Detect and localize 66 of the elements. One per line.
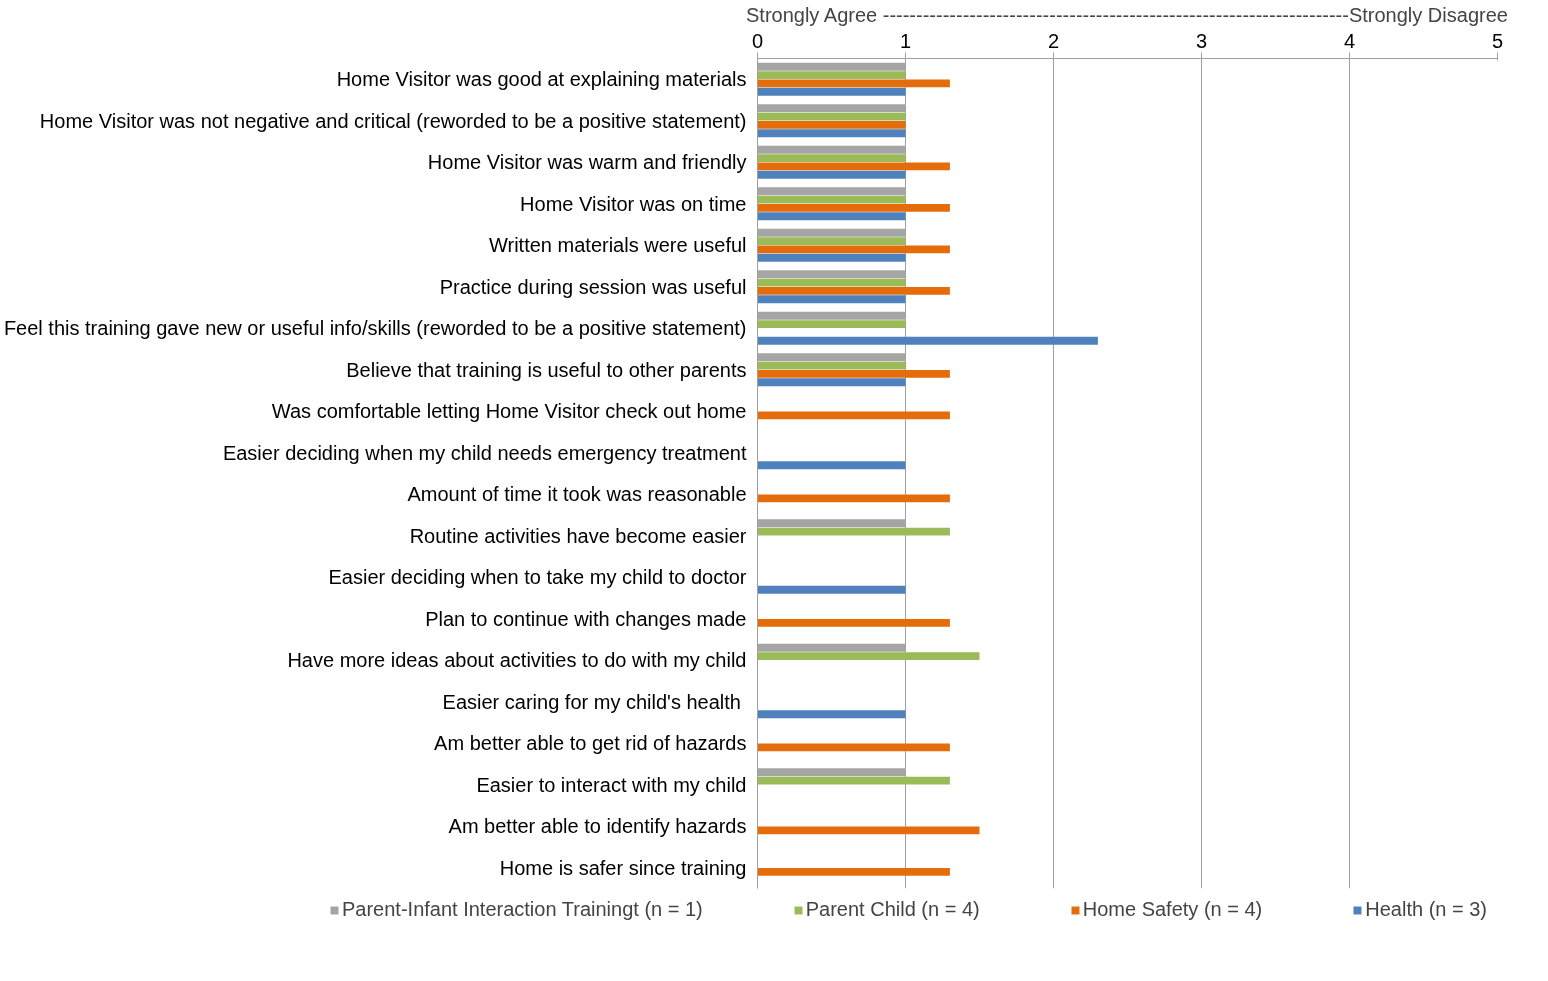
y-tick-label: Easier deciding when my child needs emergency treatment <box>222 441 747 464</box>
bar <box>757 336 1098 345</box>
bar <box>757 585 906 594</box>
bar <box>757 71 906 80</box>
y-tick-label: Feel this training gave new or useful info/skills (reworded to be a positive statement) <box>3 317 747 340</box>
bar <box>757 378 906 387</box>
bar <box>757 278 906 287</box>
y-tick-label: Home Visitor was good at explaining materials <box>336 68 747 91</box>
bar <box>757 710 906 719</box>
bar <box>757 245 950 254</box>
x-tick-label: 3 <box>1195 29 1208 52</box>
bar <box>757 195 906 204</box>
y-tick-label: Easier caring for my child's health <box>442 690 741 713</box>
y-tick-label: Have more ideas about activities to do with my child <box>287 649 747 672</box>
x-tick-label: 0 <box>751 29 764 52</box>
legend-label: Health (n = 3) <box>1365 898 1487 921</box>
bar <box>757 320 906 329</box>
y-tick-label: Home is safer since training <box>499 856 747 879</box>
y-tick-label: Believe that training is useful to other parents <box>346 358 747 381</box>
bar <box>757 162 950 171</box>
bar <box>757 87 906 96</box>
y-tick-label: Practice during session was useful <box>439 275 747 298</box>
bar <box>757 826 980 835</box>
bar <box>757 743 950 752</box>
bar <box>757 170 906 179</box>
legend-label: Parent Child (n = 4) <box>805 898 980 921</box>
bar <box>757 203 950 212</box>
bar <box>757 369 950 378</box>
legend-label: Parent-Infant Interaction Trainingt (n = 1) <box>341 898 703 921</box>
bar <box>757 286 950 295</box>
bar <box>757 120 906 129</box>
y-tick-label: Easier to interact with my child <box>476 773 747 796</box>
bar <box>757 79 950 88</box>
bar <box>757 411 950 420</box>
bar <box>757 253 906 262</box>
bar <box>757 867 950 876</box>
bar <box>757 212 906 221</box>
y-tick-label: Am better able to get rid of hazards <box>434 732 747 755</box>
bar <box>757 295 906 304</box>
y-tick-label: Home Visitor was warm and friendly <box>427 151 747 174</box>
y-tick-label: Plan to continue with changes made <box>425 607 747 630</box>
bar <box>757 461 906 470</box>
x-tick-label: 5 <box>1491 29 1504 52</box>
y-tick-label: Easier deciding when to take my child to doctor <box>328 566 747 589</box>
bar <box>757 776 950 785</box>
y-tick-label: Was comfortable letting Home Visitor check out home <box>271 400 747 423</box>
bar <box>757 652 980 661</box>
x-tick-label: 4 <box>1343 29 1356 52</box>
x-axis-title: Strongly Agree ----------------------------------------------------------------------Strongly Disagree <box>745 3 1508 26</box>
y-tick-label: Routine activities have become easier <box>409 524 747 547</box>
y-tick-label: Home Visitor was not negative and critical (reworded to be a positive statement) <box>39 109 747 132</box>
bar <box>757 129 906 138</box>
y-tick-label: Written materials were useful <box>489 234 747 257</box>
bar <box>757 112 906 121</box>
y-tick-label: Home Visitor was on time <box>520 192 747 215</box>
bar <box>757 154 906 163</box>
legend-label: Home Safety (n = 4) <box>1082 898 1263 921</box>
bar <box>757 237 906 246</box>
x-tick-label: 2 <box>1047 29 1060 52</box>
y-tick-label: Amount of time it took was reasonable <box>407 483 747 506</box>
bar <box>757 494 950 503</box>
bar <box>757 361 906 370</box>
bar <box>757 618 950 627</box>
x-tick-label: 1 <box>899 29 912 52</box>
y-tick-label: Am better able to identify hazards <box>448 815 747 838</box>
bar <box>757 527 950 536</box>
